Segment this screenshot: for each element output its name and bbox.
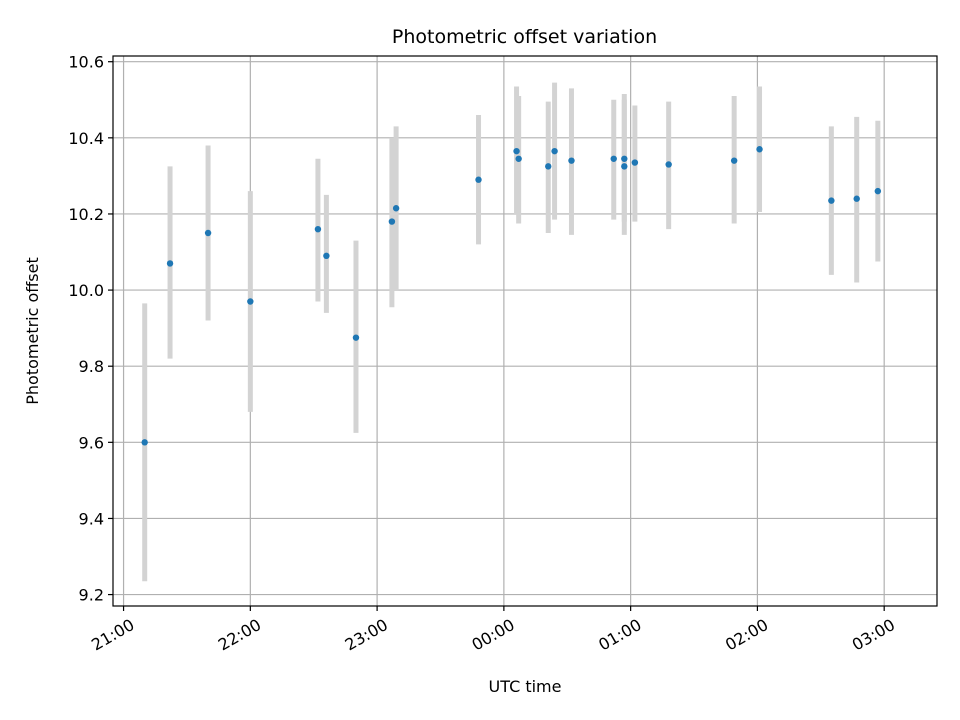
data-point — [545, 163, 552, 170]
y-tick-label: 10.4 — [68, 129, 104, 148]
y-axis-label: Photometric offset — [23, 257, 42, 405]
data-point — [610, 155, 617, 162]
data-point — [475, 176, 482, 183]
data-point — [141, 439, 148, 446]
data-point — [314, 225, 322, 233]
plot-area — [113, 56, 937, 606]
y-tick-label: 9.2 — [79, 586, 104, 605]
data-point — [166, 260, 174, 267]
data-point — [874, 187, 882, 195]
data-point — [388, 218, 396, 225]
data-points — [141, 146, 882, 446]
grid — [113, 56, 937, 606]
data-point — [621, 155, 628, 162]
data-point — [756, 146, 763, 153]
data-point — [392, 205, 400, 212]
data-point — [551, 147, 558, 155]
data-point — [665, 161, 672, 168]
y-tick-label: 10.2 — [68, 205, 104, 224]
y-tick-label: 10.6 — [68, 53, 104, 72]
data-point — [323, 252, 330, 260]
data-point — [568, 157, 575, 164]
x-axis-label: UTC time — [489, 677, 562, 696]
data-point — [352, 334, 360, 341]
plot-frame — [112, 55, 938, 607]
chart-title: Photometric offset variation — [392, 26, 657, 48]
y-axis-ticks: 9.2 9.4 9.6 9.8 10.0 10.2 10.4 10.6 — [68, 53, 113, 605]
data-point — [515, 155, 522, 162]
data-point — [828, 197, 835, 204]
y-tick-label: 10.0 — [68, 281, 104, 300]
data-point — [247, 298, 254, 305]
data-point — [621, 163, 628, 170]
data-point — [513, 147, 520, 155]
data-point — [204, 229, 212, 237]
y-tick-label: 9.8 — [79, 357, 104, 376]
y-tick-label: 9.6 — [79, 433, 104, 452]
data-point — [730, 157, 738, 164]
data-point — [631, 159, 639, 166]
y-tick-label: 9.4 — [79, 509, 104, 528]
data-point — [853, 195, 860, 202]
